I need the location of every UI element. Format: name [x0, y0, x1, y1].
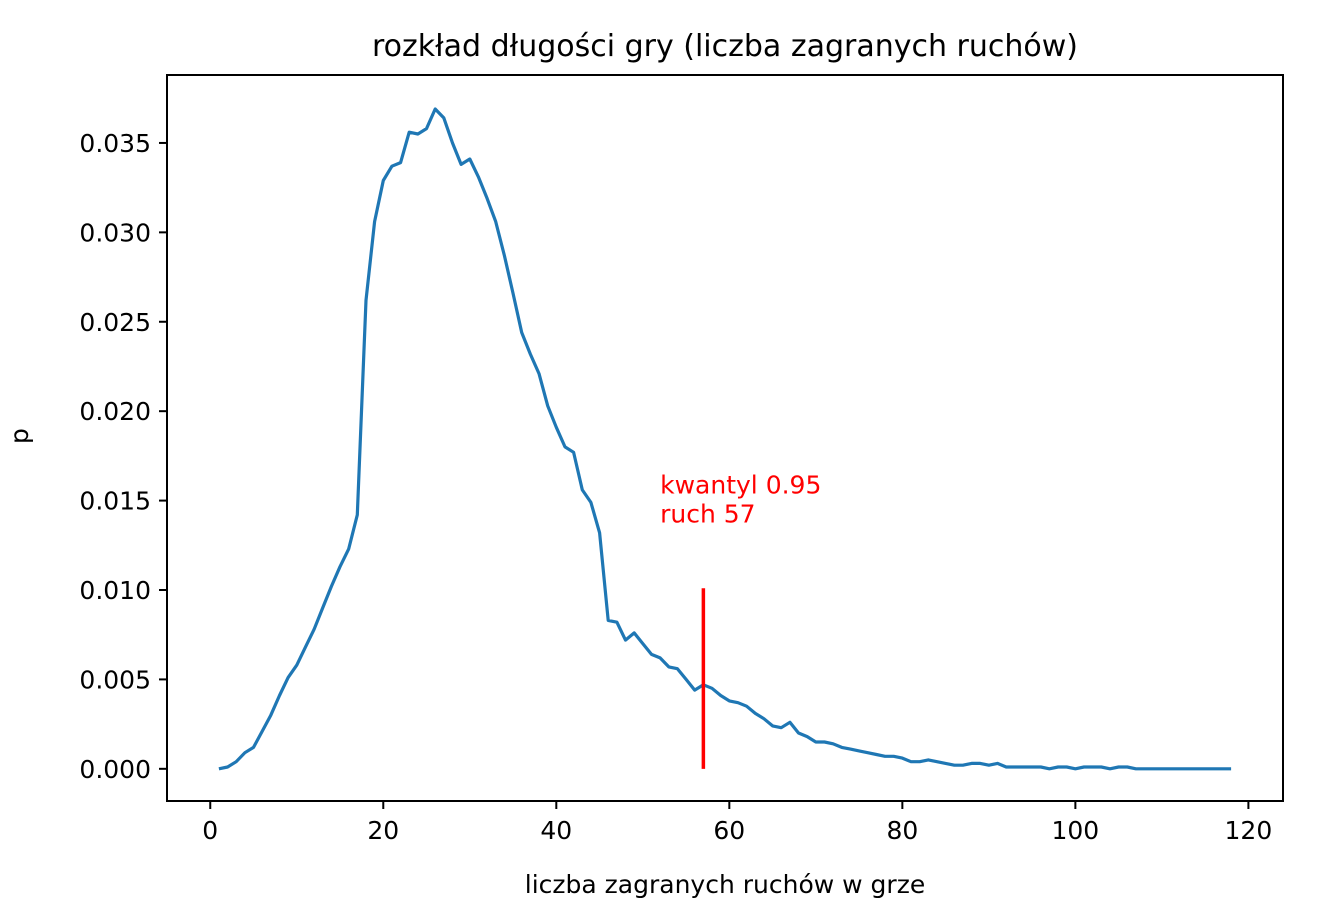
x-tick-label: 20	[367, 816, 399, 845]
y-tick-label: 0.000	[79, 755, 151, 784]
y-axis: 0.000 0.005 0.010 0.015 0.020 0.025 0.030 0.035	[79, 129, 167, 784]
x-axis-label: liczba zagranych ruchów w grze	[525, 870, 925, 899]
plot-frame	[166, 74, 1284, 802]
y-axis-label: p	[5, 428, 34, 444]
y-tick-label: 0.010	[79, 576, 151, 605]
series-line	[218, 107, 1232, 771]
y-tick-label: 0.030	[79, 218, 151, 247]
y-tick-label: 0.020	[79, 397, 151, 426]
x-tick-label: 40	[540, 816, 572, 845]
quantile-annotation: kwantyl 0.95	[660, 471, 821, 500]
x-tick-label: 80	[886, 816, 918, 845]
quantile-annotation: ruch 57	[660, 500, 755, 529]
x-tick-label: 0	[202, 816, 218, 845]
y-tick-label: 0.025	[79, 308, 151, 337]
x-tick-label: 120	[1225, 816, 1273, 845]
x-axis: 0 20 40 60 80 100 120	[202, 801, 1272, 845]
y-tick-label: 0.005	[79, 665, 151, 694]
y-tick-label: 0.015	[79, 487, 151, 516]
y-tick-label: 0.035	[79, 129, 151, 158]
chart-title: rozkład długości gry (liczba zagranych r…	[372, 29, 1078, 64]
x-tick-label: 100	[1052, 816, 1100, 845]
x-tick-label: 60	[713, 816, 745, 845]
